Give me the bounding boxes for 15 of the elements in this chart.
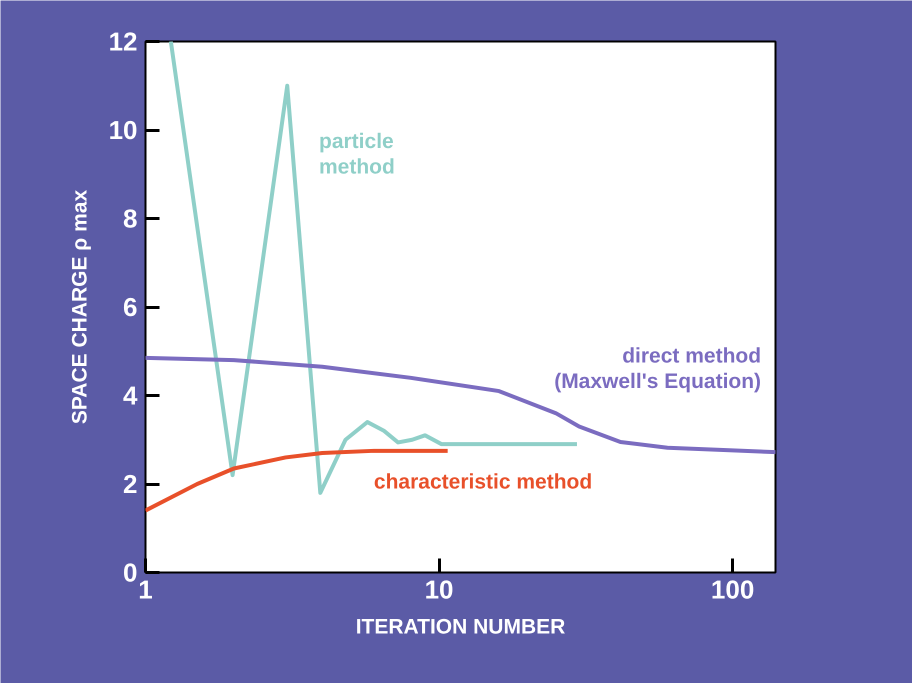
x-tick-label: 10	[424, 574, 454, 604]
y-tick-label: 6	[123, 292, 138, 322]
y-axis-title: SPACE CHARGE ρ max	[68, 190, 92, 424]
x-tick-label: 1	[138, 574, 153, 604]
y-tick-label: 0	[123, 558, 138, 588]
y-tick-label: 2	[123, 469, 138, 499]
y-tick-label: 12	[108, 26, 138, 56]
series-label: direct method (Maxwell's Equation)	[554, 344, 762, 393]
y-tick-label: 10	[108, 115, 138, 145]
series-label: characteristic method	[374, 470, 592, 494]
series-label: particle method	[319, 130, 395, 178]
y-tick-label: 4	[123, 380, 138, 410]
y-tick-label: 8	[123, 204, 138, 234]
x-axis-title: ITERATION NUMBER	[356, 616, 566, 638]
x-tick-label: 100	[710, 574, 754, 604]
